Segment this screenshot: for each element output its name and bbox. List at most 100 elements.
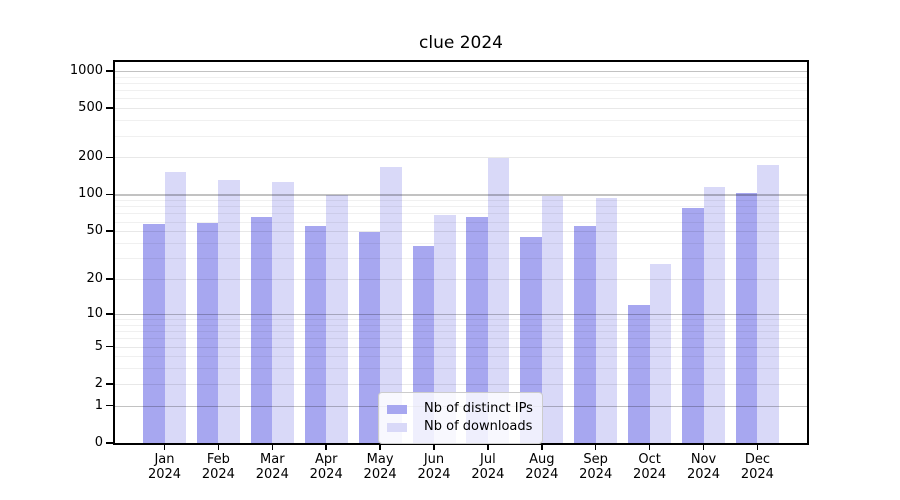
y-tick-label-10: 10 <box>86 305 103 321</box>
gridline-50 <box>115 231 807 233</box>
legend-label-downloads: Nb of downloads <box>424 419 533 434</box>
legend-item-distinct-ips: Nb of distinct IPs <box>387 401 534 417</box>
gridline-20 <box>115 279 807 281</box>
bar-nb-of-downloads-mar <box>272 182 294 443</box>
bar-nb-of-distinct-ips-jul <box>466 217 488 443</box>
gridline-700 <box>115 90 807 92</box>
legend-item-downloads: Nb of downloads <box>387 419 534 435</box>
bar-nb-of-distinct-ips-dec <box>735 193 758 443</box>
legend-label-distinct-ips: Nb of distinct IPs <box>424 401 533 416</box>
bar-nb-of-downloads-dec <box>757 165 779 443</box>
bar-nb-of-distinct-ips-jan <box>143 224 165 443</box>
gridline-300 <box>115 135 807 137</box>
y-tick-20 <box>106 278 113 280</box>
bar-nb-of-distinct-ips-sep <box>574 226 596 443</box>
y-tick-label-20: 20 <box>86 271 103 287</box>
x-tick-sep <box>594 445 597 450</box>
y-tick-label-2: 2 <box>94 375 103 391</box>
gridline-90 <box>115 200 807 202</box>
y-tick-2 <box>106 383 113 385</box>
gridline-40 <box>115 243 807 244</box>
x-tick-label-nov: Nov 2024 <box>686 452 721 482</box>
gridline-60 <box>115 221 807 223</box>
x-tick-label-sep: Sep 2024 <box>579 452 613 482</box>
x-tick-apr <box>325 445 327 450</box>
bar-nb-of-distinct-ips-aug <box>520 236 542 443</box>
gridline-200 <box>115 157 807 159</box>
gridline-800 <box>115 82 807 84</box>
chart-title: clue 2024 <box>419 33 503 53</box>
gridline-6 <box>115 338 807 340</box>
x-tick-label-aug: Aug 2024 <box>525 452 559 482</box>
gridline-500 <box>115 108 807 110</box>
gridline-1000 <box>115 70 807 73</box>
legend-swatch-downloads <box>387 422 407 432</box>
bar-nb-of-downloads-oct <box>649 263 672 443</box>
x-tick-label-may: May 2024 <box>363 452 397 482</box>
x-tick-jan <box>163 445 166 450</box>
x-tick-label-mar: Mar 2024 <box>255 452 289 482</box>
bar-nb-of-distinct-ips-oct <box>628 304 650 443</box>
gridline-70 <box>115 213 807 215</box>
y-tick-10 <box>106 313 113 315</box>
bar-nb-of-distinct-ips-mar <box>250 216 273 443</box>
x-tick-feb <box>217 445 220 450</box>
bar-nb-of-downloads-aug <box>541 195 564 443</box>
bar-nb-of-downloads-may <box>380 167 402 443</box>
gridline-900 <box>115 76 807 78</box>
y-tick-1000 <box>106 70 113 72</box>
x-tick-aug <box>541 445 543 450</box>
y-tick-5 <box>106 345 113 348</box>
bar-nb-of-downloads-feb <box>218 180 240 443</box>
y-tick-1 <box>106 404 113 407</box>
x-tick-label-jul: Jul 2024 <box>471 452 505 482</box>
bar-nb-of-downloads-sep <box>595 197 618 443</box>
gridlines-layer <box>115 62 807 443</box>
bar-nb-of-distinct-ips-may <box>358 232 381 443</box>
y-tick-label-1000: 1000 <box>69 62 103 78</box>
x-tick-dec <box>756 445 759 450</box>
y-tick-500 <box>106 107 113 109</box>
gridline-100 <box>115 194 807 196</box>
gridline-5 <box>115 346 807 348</box>
y-tick-200 <box>106 156 113 159</box>
y-tick-label-200: 200 <box>78 149 103 165</box>
gridline-8 <box>115 324 807 326</box>
gridline-2 <box>115 383 807 385</box>
x-tick-label-jan: Jan 2024 <box>147 452 182 482</box>
gridline-400 <box>115 120 807 122</box>
bar-nb-of-distinct-ips-nov <box>682 208 704 443</box>
gridline-4 <box>115 356 807 358</box>
gridline-80 <box>115 206 807 208</box>
x-tick-label-dec: Dec 2024 <box>740 452 774 482</box>
bar-nb-of-distinct-ips-feb <box>196 222 219 443</box>
y-tick-50 <box>106 230 113 233</box>
y-tick-100 <box>106 193 113 196</box>
y-tick-0 <box>106 442 113 444</box>
gridline-30 <box>115 258 807 260</box>
legend: Nb of distinct IPs Nb of downloads <box>378 392 543 444</box>
y-tick-label-100: 100 <box>78 186 103 202</box>
x-tick-label-oct: Oct 2024 <box>633 452 667 482</box>
gridline-7 <box>115 331 807 333</box>
y-tick-label-50: 50 <box>86 223 103 239</box>
x-tick-oct <box>648 445 651 450</box>
y-tick-label-1: 1 <box>94 397 103 413</box>
bar-nb-of-downloads-nov <box>703 187 725 443</box>
gridline-9 <box>115 319 807 320</box>
x-tick-label-apr: Apr 2024 <box>309 452 343 482</box>
x-tick-jun <box>433 445 435 450</box>
bar-nb-of-downloads-jan <box>164 172 186 443</box>
bar-nb-of-downloads-jul <box>487 157 510 443</box>
gridline-600 <box>115 98 807 100</box>
gridline-10 <box>115 313 807 316</box>
x-tick-label-feb: Feb 2024 <box>201 452 235 482</box>
y-tick-label-5: 5 <box>94 338 103 354</box>
bars-layer <box>115 62 807 443</box>
x-tick-nov <box>702 445 705 450</box>
x-tick-mar <box>271 445 274 450</box>
bar-nb-of-distinct-ips-apr <box>304 226 327 443</box>
bar-nb-of-downloads-apr <box>326 195 348 443</box>
gridline-3 <box>115 368 807 370</box>
